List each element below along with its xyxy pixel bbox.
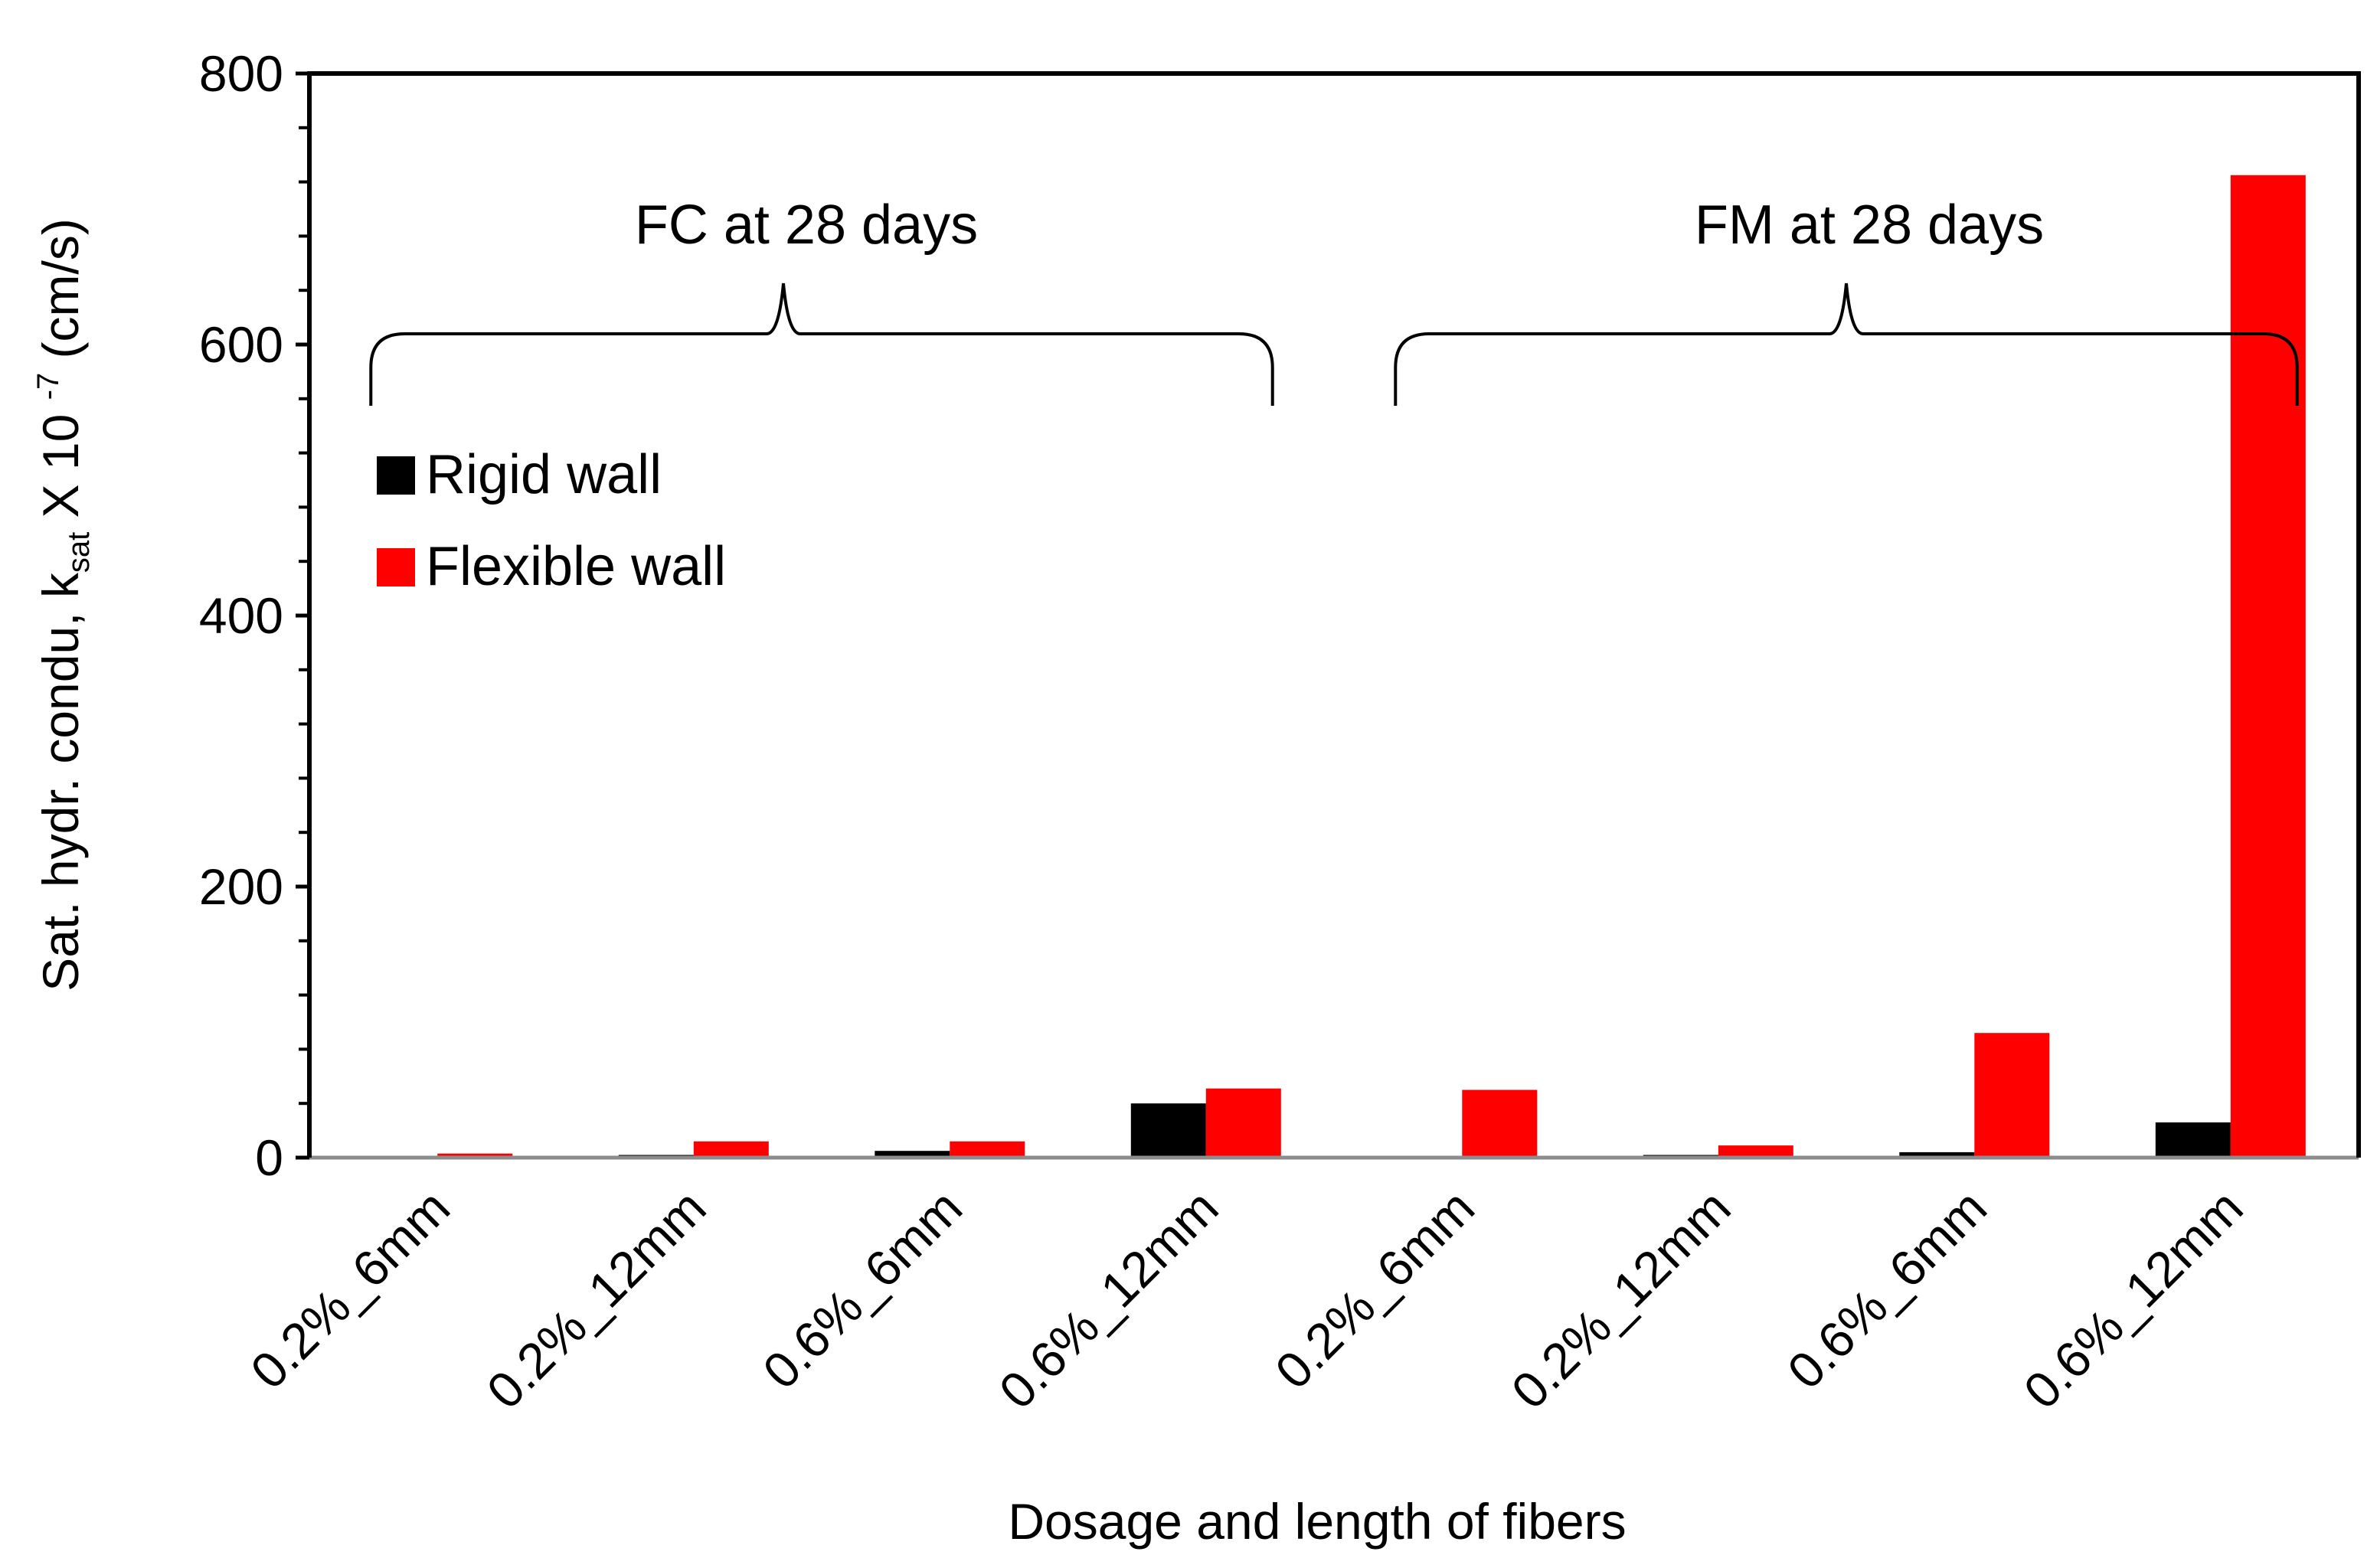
plot-frame — [307, 71, 2361, 1158]
axis-layer — [296, 71, 2361, 1160]
group-brace — [369, 283, 1274, 406]
bar-flexible-7 — [1974, 1033, 2050, 1158]
bar-rigid-4 — [1130, 1103, 1206, 1158]
bar-flexible-2 — [693, 1141, 769, 1158]
x-tick-label: 0.6%_6mm — [1777, 1179, 1997, 1400]
bar-rigid-7 — [1899, 1152, 1975, 1158]
legend-swatch-rigid — [377, 456, 415, 495]
x-tick-label: 0.6%_12mm — [988, 1179, 1228, 1419]
legend-swatch-flexible — [377, 548, 415, 586]
bar-flexible-8 — [2230, 175, 2306, 1158]
y-axis-title-superscript: -7 — [31, 373, 65, 400]
y-axis-title: Sat. hydr. condu, ksat X 10 -7 (cm/s) — [31, 218, 96, 991]
group-brace — [1394, 283, 2299, 406]
bar-flexible-6 — [1718, 1145, 1793, 1158]
y-axis-title-main: Sat. hydr. condu, k — [32, 572, 89, 991]
bar-flexible-5 — [1462, 1089, 1538, 1158]
legend: Rigid wall Flexible wall — [377, 444, 726, 597]
bar-flexible-3 — [950, 1141, 1025, 1158]
y-tick-label: 200 — [199, 858, 283, 915]
y-axis-title-subscript: sat — [62, 532, 96, 573]
bar-rigid-3 — [875, 1151, 950, 1158]
x-tick-label: 0.2%_6mm — [1264, 1179, 1485, 1400]
y-axis-title-middle: X 10 — [32, 400, 89, 531]
y-tick-label: 0 — [255, 1129, 283, 1186]
y-tick-label: 600 — [199, 316, 283, 373]
x-tick-label: 0.6%_6mm — [752, 1179, 973, 1400]
bar-flexible-1 — [437, 1153, 513, 1158]
x-axis-title: Dosage and length of fibers — [1008, 1493, 1626, 1550]
bars-layer — [362, 175, 2306, 1158]
legend-label-rigid: Rigid wall — [426, 444, 662, 505]
x-tick-label: 0.2%_12mm — [1500, 1179, 1741, 1419]
x-tick-label: 0.2%_6mm — [240, 1179, 460, 1400]
legend-label-flexible: Flexible wall — [426, 536, 726, 597]
x-tick-label: 0.6%_12mm — [2012, 1179, 2253, 1419]
bar-flexible-4 — [1205, 1088, 1281, 1158]
y-axis-title-unit: (cm/s) — [32, 218, 89, 373]
group-label: FC at 28 days — [635, 194, 978, 256]
y-tick-label: 400 — [199, 587, 283, 644]
x-tick-label: 0.2%_12mm — [476, 1179, 716, 1419]
group-label: FM at 28 days — [1695, 194, 2044, 256]
y-tick-label: 800 — [199, 45, 283, 102]
bar-rigid-8 — [2155, 1122, 2231, 1158]
group-annotations: FC at 28 days FM at 28 days — [369, 194, 2299, 406]
